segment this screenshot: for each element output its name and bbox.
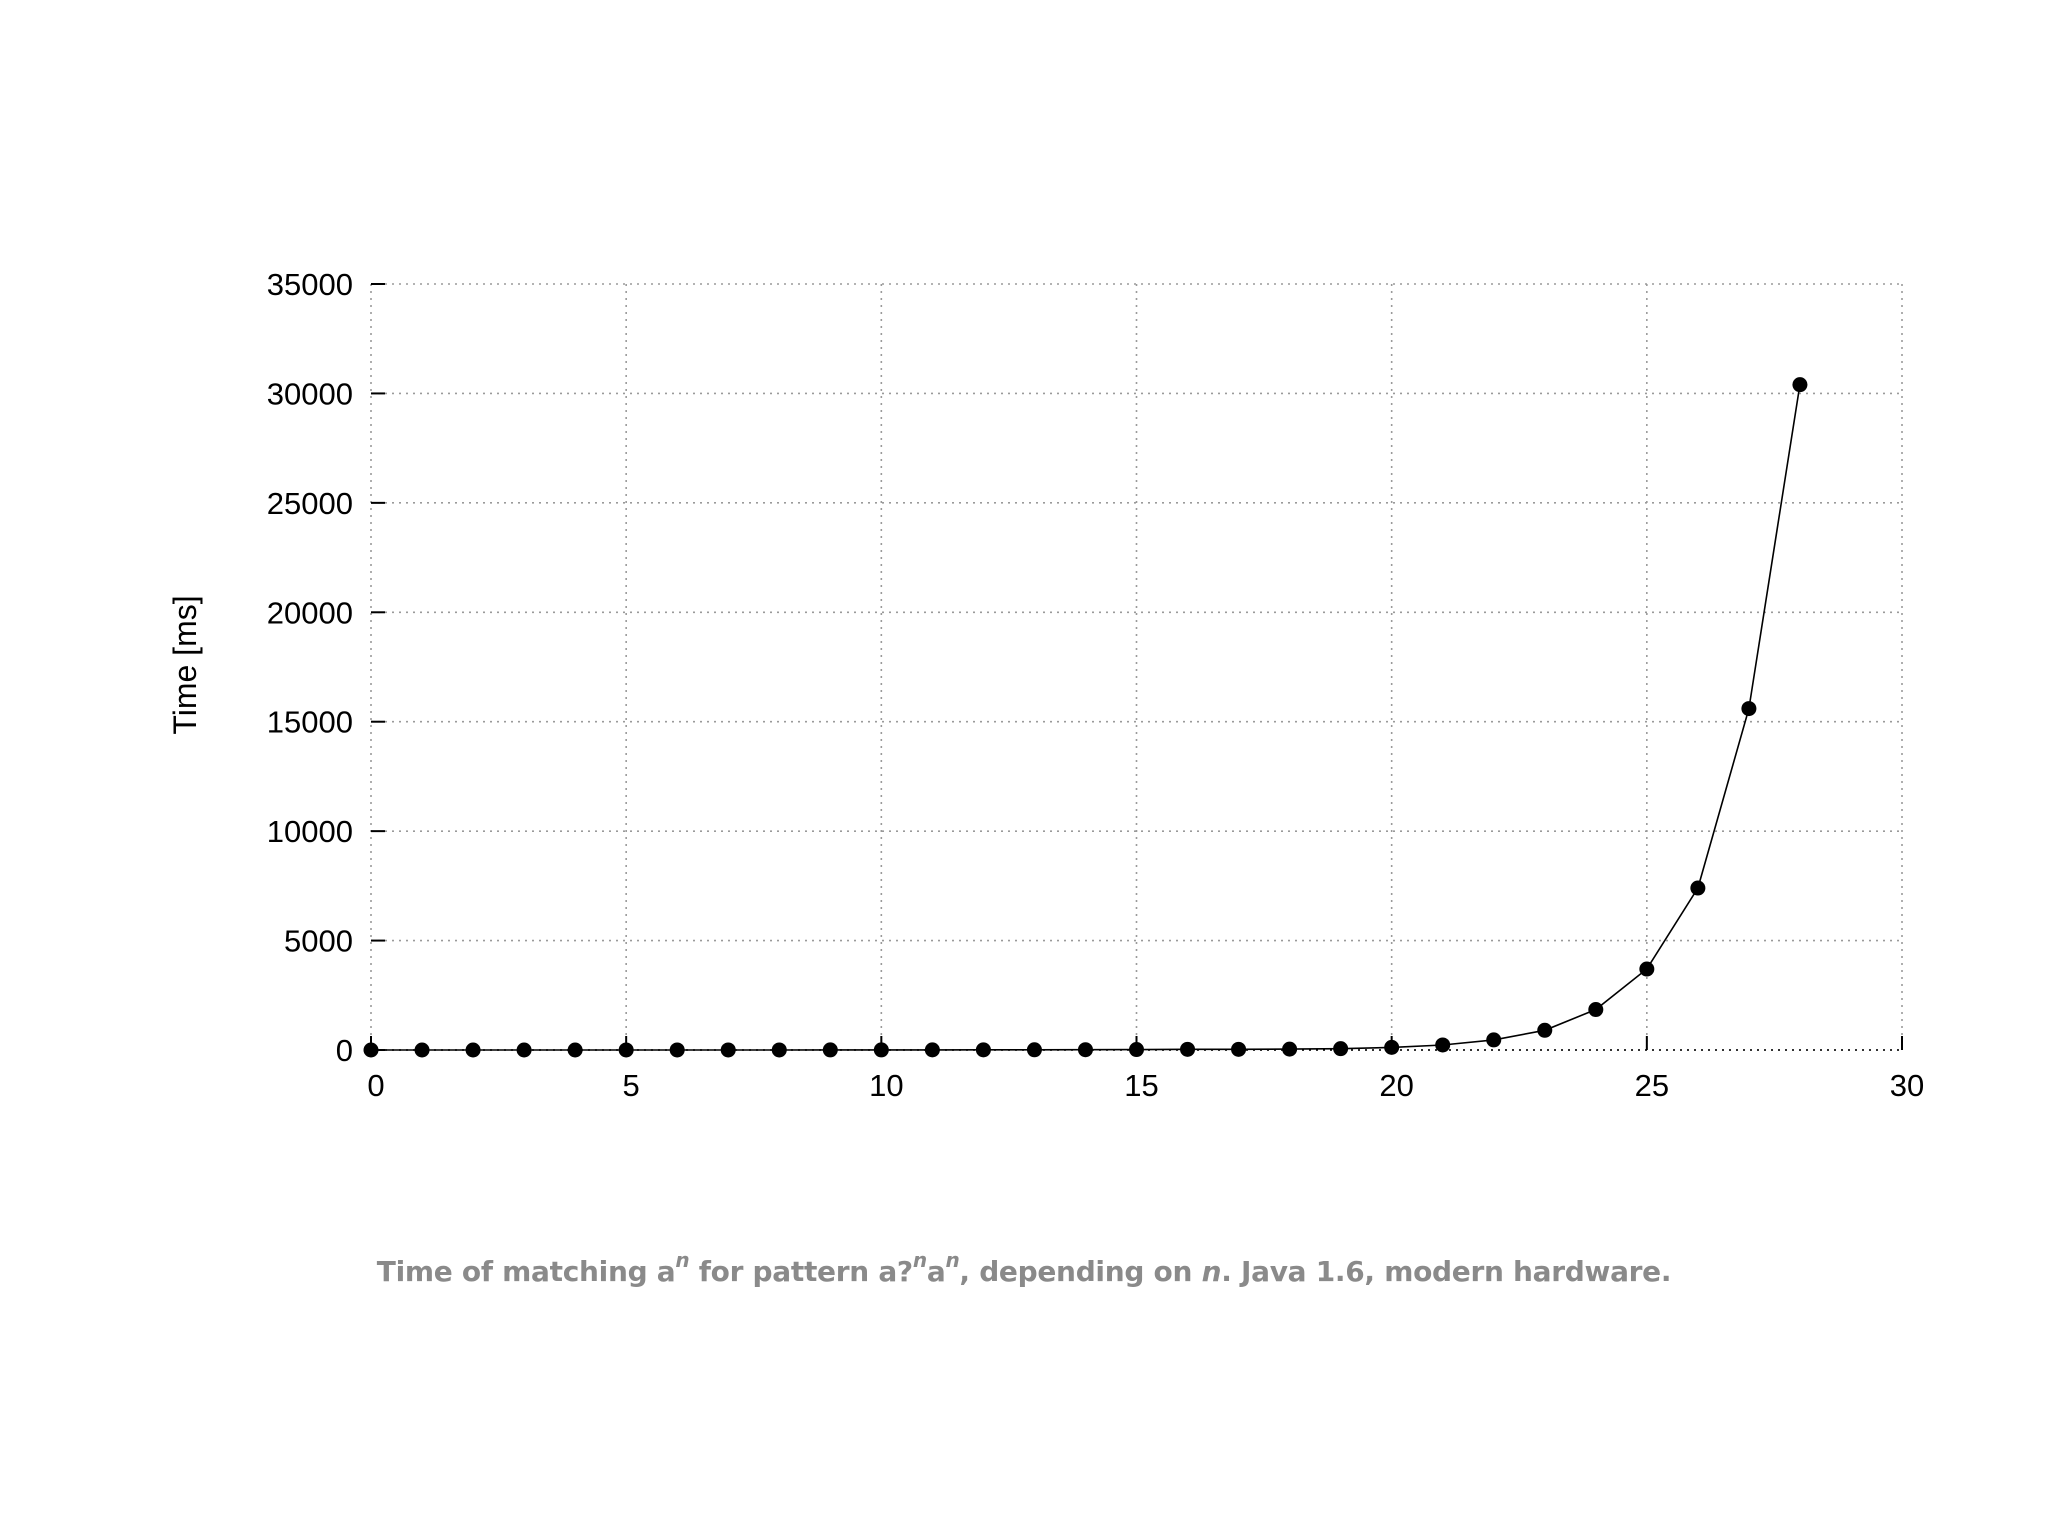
data-point	[925, 1042, 940, 1057]
y-tick-label: 0	[336, 1033, 353, 1068]
y-tick-label: 15000	[267, 705, 353, 740]
caption-sup2: n	[913, 1248, 927, 1272]
data-point	[1690, 881, 1705, 896]
data-point	[1282, 1042, 1297, 1057]
data-point	[1537, 1023, 1552, 1038]
data-point	[1333, 1041, 1348, 1056]
x-tick-label: 10	[869, 1068, 903, 1103]
caption-sup3: n	[945, 1248, 959, 1272]
data-point	[1486, 1032, 1501, 1047]
data-point	[1231, 1042, 1246, 1057]
data-point	[1588, 1002, 1603, 1017]
y-tick-label: 25000	[267, 486, 353, 521]
data-point	[1792, 377, 1807, 392]
caption-sup1: n	[675, 1248, 689, 1272]
data-point	[364, 1043, 379, 1058]
data-point	[619, 1042, 634, 1057]
data-point	[823, 1042, 838, 1057]
data-point	[1129, 1042, 1144, 1057]
x-tick-label: 30	[1890, 1068, 1924, 1103]
caption-part4: , depending on	[959, 1255, 1201, 1288]
data-point	[976, 1042, 991, 1057]
data-point	[721, 1042, 736, 1057]
data-point	[1180, 1042, 1195, 1057]
x-tick-label: 25	[1635, 1068, 1669, 1103]
caption-part3: a	[927, 1255, 946, 1288]
data-point	[1027, 1042, 1042, 1057]
caption-part5: . Java 1.6, modern hardware.	[1221, 1255, 1671, 1288]
tick-labels: 0 5000 10000 15000 20000 25000 30000 35000 0 5 10 1…	[267, 267, 1924, 1103]
data-point	[1741, 701, 1756, 716]
y-tick-label: 5000	[284, 924, 353, 959]
series-line	[371, 385, 1800, 1050]
x-tick-label: 5	[623, 1068, 640, 1103]
x-tick-label: 15	[1124, 1068, 1158, 1103]
y-tick-label: 35000	[267, 267, 353, 302]
caption-italic-n: n	[1202, 1255, 1222, 1288]
data-point	[1435, 1037, 1450, 1052]
data-point	[1639, 962, 1654, 977]
figure-caption: Time of matching an for pattern a?nan, d…	[0, 1248, 2048, 1288]
data-point	[568, 1043, 583, 1058]
data-point	[1384, 1040, 1399, 1055]
data-point	[1078, 1042, 1093, 1057]
data-point	[772, 1042, 787, 1057]
x-tick-label: 20	[1379, 1068, 1413, 1103]
y-axis-title: Time [ms]	[167, 595, 203, 734]
data-series	[364, 377, 1808, 1057]
grid-lines	[371, 284, 1902, 1050]
data-point	[874, 1042, 889, 1057]
caption-part1: Time of matching a	[377, 1255, 676, 1288]
data-point	[466, 1043, 481, 1058]
data-point	[415, 1043, 430, 1058]
y-tick-label: 20000	[267, 595, 353, 630]
y-tick-label: 30000	[267, 376, 353, 411]
x-tick-label: 0	[367, 1068, 384, 1103]
data-point	[517, 1043, 532, 1058]
data-point	[670, 1042, 685, 1057]
caption-part2: for pattern a?	[689, 1255, 913, 1288]
y-tick-label: 10000	[267, 814, 353, 849]
